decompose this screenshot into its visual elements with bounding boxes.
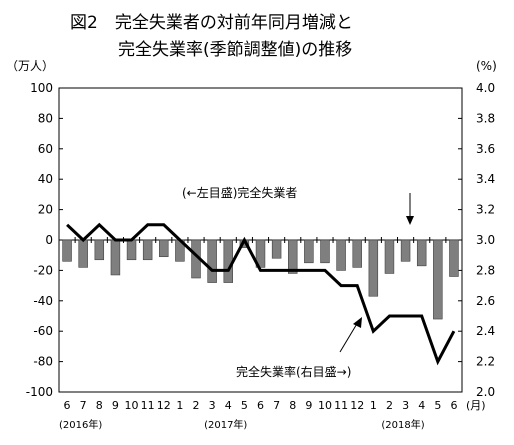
line-unemployment-rate xyxy=(66,222,456,366)
right-tick-label: 3.8 xyxy=(476,111,495,125)
right-tick-label: 3.4 xyxy=(476,172,495,186)
bar-unemployed-change xyxy=(94,239,105,261)
bar-unemployed-change xyxy=(271,239,282,259)
x-category-label: 12 xyxy=(157,399,171,412)
right-tick-label: 3.0 xyxy=(476,233,495,247)
x-category-label: 2 xyxy=(193,399,200,412)
right-tick-label: 2.8 xyxy=(476,263,495,277)
x-category-label: 6 xyxy=(257,399,264,412)
x-category-label: 8 xyxy=(289,399,296,412)
x-category-label: 9 xyxy=(305,399,312,412)
x-category-label: 6 xyxy=(64,399,71,412)
chart-title-line1: 図2 完全失業者の対前年同月増減と xyxy=(70,13,353,33)
left-tick-label: -100 xyxy=(26,385,53,399)
line-annotation-arrow xyxy=(339,321,359,353)
left-tick-label: -80 xyxy=(33,355,53,369)
left-tick-label: 60 xyxy=(38,142,53,156)
chart-title-line2: 完全失業率(季節調整値)の推移 xyxy=(118,40,352,60)
left-tick-label: -20 xyxy=(33,263,53,277)
bar-unemployed-change xyxy=(126,239,137,261)
bar-unemployed-change xyxy=(400,239,411,262)
x-category-label: 7 xyxy=(273,399,280,412)
bar-unemployed-change xyxy=(110,239,121,276)
x-category-label: 12 xyxy=(350,399,364,412)
left-tick-label: 100 xyxy=(30,81,53,95)
right-tick-label: 2.0 xyxy=(476,385,495,399)
right-tick-label: 2.2 xyxy=(476,355,495,369)
right-tick-label: 3.6 xyxy=(476,142,495,156)
right-axis-unit-label: (%) xyxy=(476,59,497,73)
x-category-label: 3 xyxy=(209,399,216,412)
left-tick-label: -60 xyxy=(33,324,53,338)
bar-unemployed-change xyxy=(368,239,379,297)
left-tick-label: 0 xyxy=(45,233,53,247)
bar-unemployed-change xyxy=(288,239,298,274)
plot-area: 100 80 60 40 20 0 -20 -40 -60 -80 -100 4.0 3.8 3.6 3.4… xyxy=(26,81,495,431)
bar-unemployed-change xyxy=(384,239,395,274)
bar-unemployed-change xyxy=(433,239,443,320)
left-tick-label: 80 xyxy=(38,111,53,125)
x-category-label: 9 xyxy=(112,399,119,412)
x-category-label: 11 xyxy=(334,399,348,412)
bar-unemployed-change xyxy=(449,239,459,277)
left-tick-label: -40 xyxy=(33,294,53,308)
bar-unemployed-change xyxy=(223,239,233,283)
x-unit-label: (月) xyxy=(466,399,486,412)
x-year-label: (2018年) xyxy=(381,418,424,431)
x-category-label: 5 xyxy=(241,399,248,412)
bar-unemployed-change xyxy=(336,239,346,271)
x-category-label: 4 xyxy=(225,399,232,412)
x-category-label: 7 xyxy=(80,399,87,412)
left-axis-unit-label: （万人） xyxy=(6,59,54,73)
bar-unemployed-change xyxy=(320,239,330,264)
bar-unemployed-change xyxy=(352,239,362,268)
right-tick-label: 2.4 xyxy=(476,324,495,338)
right-tick-label: 2.6 xyxy=(476,294,495,308)
x-category-label: 10 xyxy=(125,399,139,412)
bars-annotation-arrowhead xyxy=(406,216,414,225)
right-tick-label: 4.0 xyxy=(476,81,495,95)
bar-unemployed-change xyxy=(142,239,153,261)
x-category-label: 6 xyxy=(450,399,457,412)
bar-unemployed-change xyxy=(304,239,314,264)
left-tick-label: 40 xyxy=(38,172,53,186)
x-category-label: 1 xyxy=(176,399,183,412)
x-category-label: 5 xyxy=(434,399,441,412)
x-category-label: 8 xyxy=(96,399,103,412)
x-category-label: 2 xyxy=(386,399,393,412)
x-category-label: 1 xyxy=(370,399,377,412)
bar-unemployed-change xyxy=(416,239,427,267)
x-year-label: (2017年) xyxy=(204,418,247,431)
right-tick-label: 3.2 xyxy=(476,203,495,217)
line-annotation-arrowhead xyxy=(353,317,362,328)
bar-unemployed-change xyxy=(159,239,169,258)
bar-unemployed-change xyxy=(62,239,72,262)
x-category-label: 4 xyxy=(418,399,425,412)
left-tick-label: 20 xyxy=(38,203,53,217)
bars-annotation: (←左目盛)完全失業者 xyxy=(182,185,297,200)
x-category-label: 11 xyxy=(141,399,155,412)
x-category-label: 3 xyxy=(402,399,409,412)
x-category-label: 10 xyxy=(318,399,332,412)
line-annotation: 完全失業率(右目盛→) xyxy=(236,364,351,379)
bar-unemployed-change xyxy=(207,239,217,283)
bar-unemployed-change xyxy=(78,239,88,268)
x-year-label: (2016年) xyxy=(59,418,102,431)
